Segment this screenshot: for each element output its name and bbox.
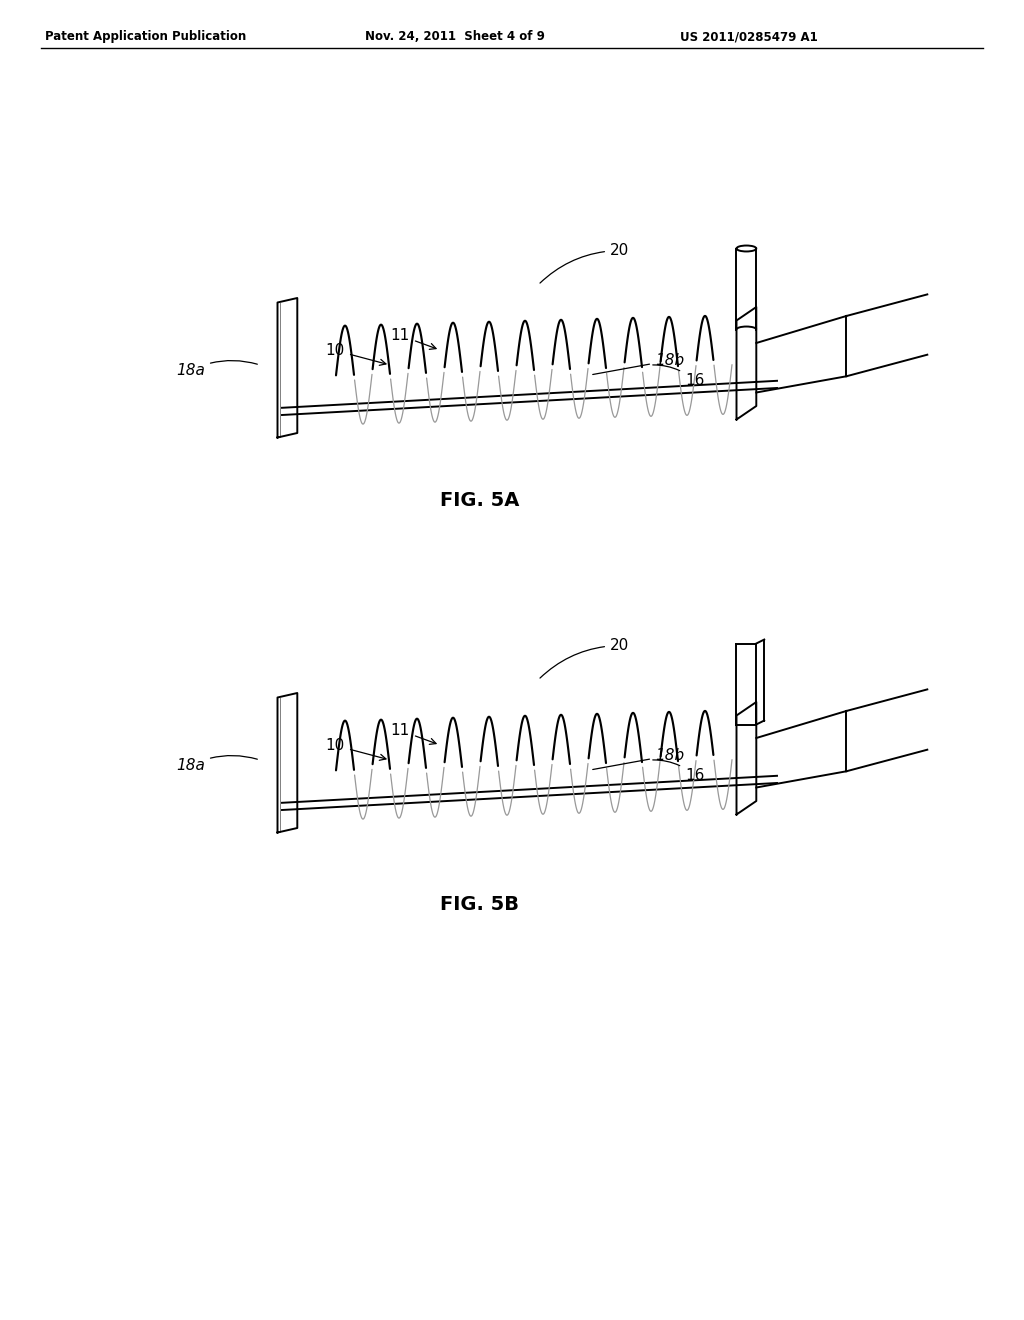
Text: FIG. 5B: FIG. 5B bbox=[440, 895, 519, 915]
Text: 11: 11 bbox=[391, 723, 436, 744]
Text: Patent Application Publication: Patent Application Publication bbox=[45, 30, 246, 44]
Text: 18b: 18b bbox=[593, 352, 684, 375]
Text: 10: 10 bbox=[326, 738, 386, 760]
Text: US 2011/0285479 A1: US 2011/0285479 A1 bbox=[680, 30, 818, 44]
Text: 20: 20 bbox=[540, 638, 630, 678]
Text: Nov. 24, 2011  Sheet 4 of 9: Nov. 24, 2011 Sheet 4 of 9 bbox=[365, 30, 545, 44]
Text: FIG. 5A: FIG. 5A bbox=[440, 491, 520, 510]
Text: 16: 16 bbox=[652, 364, 705, 388]
Text: 10: 10 bbox=[326, 343, 386, 366]
Text: 11: 11 bbox=[391, 327, 436, 350]
Text: 16: 16 bbox=[652, 760, 705, 783]
Text: 18b: 18b bbox=[593, 748, 684, 770]
Text: 20: 20 bbox=[540, 243, 630, 282]
Text: 18a: 18a bbox=[176, 360, 257, 378]
Text: 18a: 18a bbox=[176, 755, 257, 774]
